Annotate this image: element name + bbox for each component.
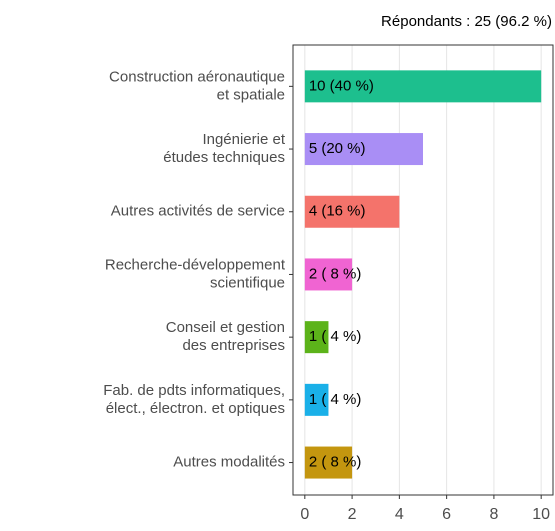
y-tick-label: Autres activités de service bbox=[111, 203, 285, 220]
value-label: 1 ( 4 %) bbox=[309, 391, 362, 408]
y-tick-label: Recherche-développement scientifique bbox=[105, 256, 286, 291]
x-tick-label: 4 bbox=[395, 506, 404, 523]
bar bbox=[304, 195, 400, 228]
value-label: 2 ( 8 %) bbox=[309, 265, 362, 282]
value-label: 2 ( 8 %) bbox=[309, 454, 362, 471]
y-tick-label: Conseil et gestion des entreprises bbox=[166, 319, 285, 354]
value-label: 1 ( 4 %) bbox=[309, 328, 362, 345]
bar bbox=[304, 383, 329, 416]
x-tick-label: 6 bbox=[442, 506, 451, 523]
x-tick-label: 8 bbox=[489, 506, 498, 523]
bar bbox=[304, 70, 542, 103]
bar bbox=[304, 321, 329, 354]
value-label: 10 (40 %) bbox=[309, 77, 374, 94]
value-label: 5 (20 %) bbox=[309, 140, 366, 157]
x-tick-label: 2 bbox=[348, 506, 357, 523]
chart-subtitle: Répondants : 25 (96.2 %) bbox=[381, 13, 552, 30]
y-tick-label: Ingénierie et études techniques bbox=[163, 131, 286, 166]
plot-border bbox=[292, 44, 554, 496]
y-tick-label: Autres modalités bbox=[173, 454, 285, 471]
bar bbox=[304, 446, 353, 479]
x-tick-label: 0 bbox=[300, 506, 309, 523]
bar bbox=[304, 133, 423, 166]
bar bbox=[304, 258, 353, 291]
x-tick-label: 10 bbox=[532, 506, 550, 523]
y-tick-label: Fab. de pdts informatiques, élect., élect… bbox=[103, 382, 285, 417]
y-tick-label: Construction aéronautique et spatiale bbox=[109, 68, 285, 103]
value-label: 4 (16 %) bbox=[309, 203, 366, 220]
